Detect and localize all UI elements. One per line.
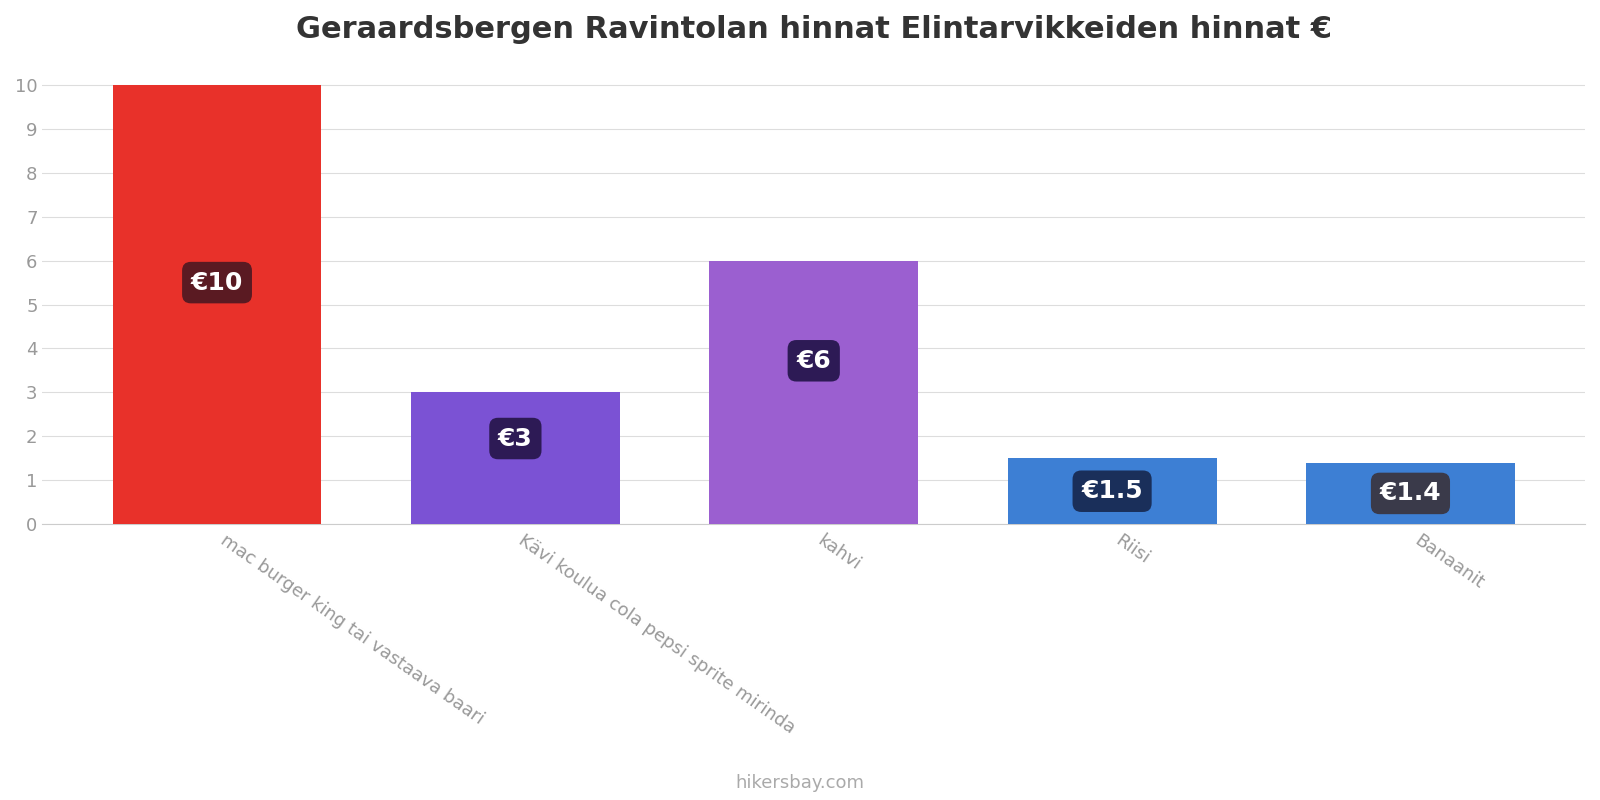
Text: €1.4: €1.4 (1379, 482, 1442, 506)
Text: hikersbay.com: hikersbay.com (736, 774, 864, 792)
Text: €10: €10 (190, 270, 243, 294)
Text: €1.5: €1.5 (1082, 479, 1142, 503)
Bar (709, 261, 918, 524)
Text: €3: €3 (498, 426, 533, 450)
Title: Geraardsbergen Ravintolan hinnat Elintarvikkeiden hinnat €: Geraardsbergen Ravintolan hinnat Elintar… (296, 15, 1331, 44)
Bar (1008, 458, 1216, 524)
Text: €6: €6 (797, 349, 830, 373)
Bar (112, 85, 322, 524)
Bar (411, 393, 619, 524)
Bar (1306, 462, 1515, 524)
